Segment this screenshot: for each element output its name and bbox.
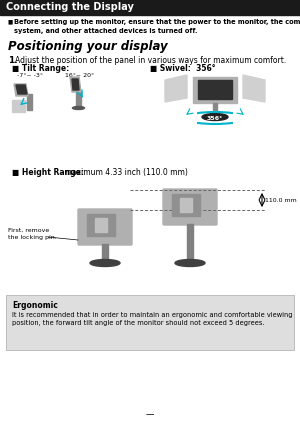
FancyBboxPatch shape [78, 209, 132, 245]
Text: —: — [146, 411, 154, 420]
Polygon shape [14, 84, 28, 96]
Text: Before setting up the monitor, ensure that the power to the monitor, the compute: Before setting up the monitor, ensure th… [14, 19, 300, 34]
Bar [193, 77, 237, 103]
FancyBboxPatch shape [163, 189, 217, 225]
Polygon shape [76, 92, 81, 107]
Polygon shape [102, 244, 108, 262]
Polygon shape [16, 85, 27, 94]
Polygon shape [70, 77, 81, 92]
Ellipse shape [175, 259, 205, 267]
Bar [180, 198, 192, 212]
Text: -7°~ -3°: -7°~ -3° [17, 73, 43, 78]
Ellipse shape [73, 106, 85, 109]
Text: First, remove
the locking pin.: First, remove the locking pin. [8, 228, 57, 239]
Bar [0, 0, 300, 15]
Text: It is recommended that in order to maintain an ergonomic and comfortable viewing: It is recommended that in order to maint… [12, 312, 292, 326]
Text: ■ Tilt Range:: ■ Tilt Range: [12, 64, 69, 73]
Bar [172, 194, 200, 216]
Polygon shape [27, 94, 32, 110]
Bar [95, 218, 107, 232]
Polygon shape [165, 75, 187, 102]
Bar [87, 214, 115, 236]
Text: Positioning your display: Positioning your display [8, 40, 168, 53]
Text: Adjust the position of the panel in various ways for maximum comfort.: Adjust the position of the panel in vari… [15, 56, 286, 65]
Text: ■ Height Range:: ■ Height Range: [12, 168, 84, 177]
Text: 16°~ 20°: 16°~ 20° [65, 73, 94, 78]
Text: Connecting the Display: Connecting the Display [6, 3, 134, 12]
Polygon shape [72, 79, 79, 90]
Polygon shape [243, 75, 265, 102]
Text: 1.: 1. [8, 56, 18, 65]
Ellipse shape [90, 259, 120, 267]
Ellipse shape [202, 113, 228, 121]
Polygon shape [187, 224, 193, 262]
Text: ■ Swivel:  356°: ■ Swivel: 356° [150, 64, 215, 73]
Polygon shape [12, 100, 25, 112]
Bar [198, 80, 232, 99]
Text: Ergonomic: Ergonomic [12, 301, 58, 310]
Polygon shape [213, 103, 217, 115]
Text: 110.0 mm: 110.0 mm [265, 198, 297, 202]
Text: maximum 4.33 inch (110.0 mm): maximum 4.33 inch (110.0 mm) [62, 168, 188, 177]
Text: ■: ■ [8, 19, 13, 24]
FancyBboxPatch shape [6, 295, 294, 350]
Text: 356°: 356° [207, 115, 223, 121]
